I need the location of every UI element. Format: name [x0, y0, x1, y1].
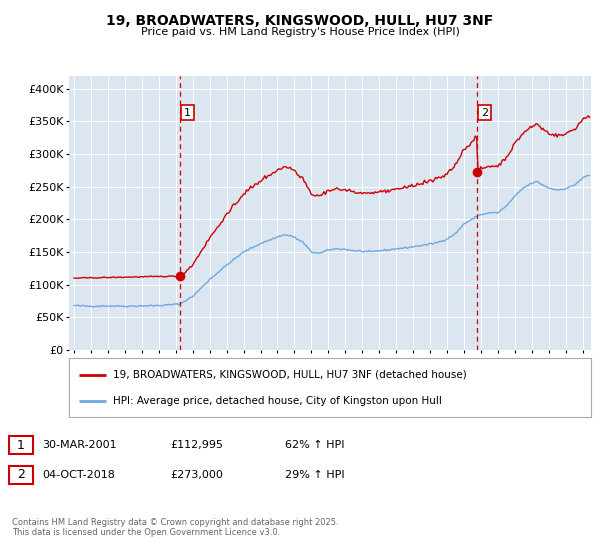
Text: £112,995: £112,995	[170, 440, 223, 450]
Text: 19, BROADWATERS, KINGSWOOD, HULL, HU7 3NF: 19, BROADWATERS, KINGSWOOD, HULL, HU7 3N…	[106, 14, 494, 28]
Text: 19, BROADWATERS, KINGSWOOD, HULL, HU7 3NF (detached house): 19, BROADWATERS, KINGSWOOD, HULL, HU7 3N…	[113, 370, 467, 380]
Text: £273,000: £273,000	[170, 470, 223, 480]
Text: 04-OCT-2018: 04-OCT-2018	[42, 470, 115, 480]
Text: Price paid vs. HM Land Registry's House Price Index (HPI): Price paid vs. HM Land Registry's House …	[140, 27, 460, 37]
Text: 1: 1	[184, 108, 191, 118]
Text: 2: 2	[17, 468, 25, 482]
FancyBboxPatch shape	[9, 436, 33, 454]
Text: HPI: Average price, detached house, City of Kingston upon Hull: HPI: Average price, detached house, City…	[113, 396, 442, 406]
Text: 1: 1	[17, 439, 25, 452]
FancyBboxPatch shape	[9, 466, 33, 484]
Text: Contains HM Land Registry data © Crown copyright and database right 2025.
This d: Contains HM Land Registry data © Crown c…	[12, 518, 338, 538]
Text: 30-MAR-2001: 30-MAR-2001	[42, 440, 116, 450]
Text: 29% ↑ HPI: 29% ↑ HPI	[285, 470, 344, 480]
Text: 2: 2	[481, 108, 488, 118]
Text: 62% ↑ HPI: 62% ↑ HPI	[285, 440, 344, 450]
